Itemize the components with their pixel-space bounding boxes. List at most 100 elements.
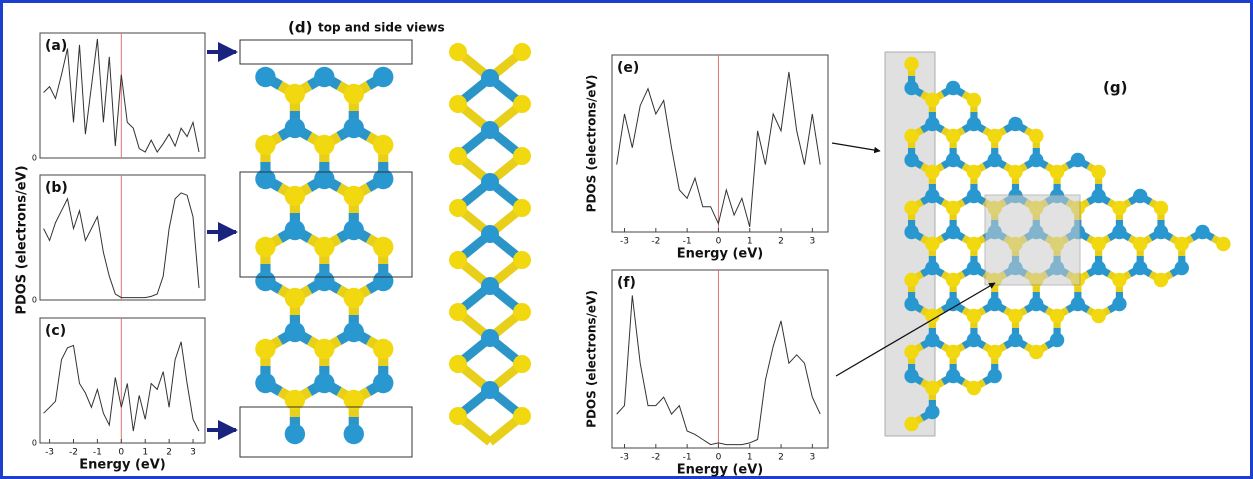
mo-atom <box>904 369 918 383</box>
sulfur-atom <box>967 309 981 323</box>
sulfur-atom <box>513 43 531 61</box>
mo-atom <box>1091 189 1105 203</box>
mo-atom <box>1195 225 1209 239</box>
mo-atom <box>481 225 499 243</box>
plot-frame <box>612 55 828 232</box>
mo-atom <box>285 322 305 342</box>
sulfur-atom <box>1091 237 1105 251</box>
sulfur-atom <box>988 345 1002 359</box>
sulfur-atom <box>904 201 918 215</box>
plot-frame <box>612 270 828 448</box>
x-tick-label: -1 <box>683 453 692 463</box>
mo-atom <box>1133 261 1147 275</box>
sulfur-atom <box>1175 237 1189 251</box>
mo-atom <box>373 373 393 393</box>
x-tick-label: 0 <box>716 453 722 463</box>
mo-atom <box>255 67 275 87</box>
sulfur-atom <box>1091 165 1105 179</box>
y-tick-label: 0 <box>32 154 37 163</box>
sulfur-atom <box>285 84 305 104</box>
sulfur-atom <box>904 345 918 359</box>
sulfur-atom <box>449 407 467 425</box>
mo-atom <box>344 322 364 342</box>
mo-atom <box>481 69 499 87</box>
y-tick-label: 0 <box>32 296 37 305</box>
sulfur-atom <box>513 251 531 269</box>
x-tick-label: -1 <box>683 237 692 247</box>
mo-atom <box>988 369 1002 383</box>
sulfur-atom <box>513 407 531 425</box>
x-tick-label: -2 <box>651 237 660 247</box>
sulfur-atom <box>449 355 467 373</box>
x-tick-label: 2 <box>778 237 784 247</box>
mo-atom <box>373 271 393 291</box>
sulfur-atom <box>285 288 305 308</box>
sulfur-atom <box>1050 165 1064 179</box>
mo-atom <box>1112 225 1126 239</box>
x-tick-label: 2 <box>778 453 784 463</box>
sulfur-atom <box>449 199 467 217</box>
mo-atom <box>967 261 981 275</box>
x-tick-label: 1 <box>747 237 753 247</box>
y-axis-label: PDOS (electrons/eV) <box>15 165 30 314</box>
mo-atom <box>344 220 364 240</box>
mo-atom <box>1154 225 1168 239</box>
mo-atom <box>285 424 305 444</box>
mo-atom <box>344 118 364 138</box>
sulfur-atom <box>1133 237 1147 251</box>
mo-atom <box>344 424 364 444</box>
sulfur-atom <box>904 57 918 71</box>
sulfur-atom <box>513 199 531 217</box>
sulfur-atom <box>449 251 467 269</box>
mo-atom <box>904 297 918 311</box>
sulfur-atom <box>255 135 275 155</box>
sulfur-atom <box>1029 345 1043 359</box>
highlight-box <box>240 407 412 457</box>
x-tick-label: -3 <box>45 448 54 458</box>
sulfur-atom <box>988 129 1002 143</box>
sulfur-atom <box>449 303 467 321</box>
sulfur-atom <box>946 345 960 359</box>
mo-atom <box>481 173 499 191</box>
sulfur-atom <box>314 237 334 257</box>
panel-label: (c) <box>45 323 66 339</box>
mo-atom <box>285 220 305 240</box>
mo-atom <box>925 261 939 275</box>
x-tick-label: -1 <box>93 448 102 458</box>
y-axis-label: PDOS (electrons/eV) <box>585 75 599 213</box>
mo-atom <box>314 271 334 291</box>
mo-atom <box>967 333 981 347</box>
x-tick-label: 0 <box>118 448 124 458</box>
x-tick-label: 0 <box>716 237 722 247</box>
sulfur-atom <box>946 273 960 287</box>
figure: (d) top and side views (g) PDOS (electro… <box>0 0 1253 479</box>
x-tick-label: 3 <box>809 237 815 247</box>
sulfur-atom <box>314 339 334 359</box>
sulfur-atom <box>946 129 960 143</box>
x-tick-label: -2 <box>69 448 78 458</box>
x-axis-label: Energy (eV) <box>79 458 165 473</box>
sulfur-atom <box>449 147 467 165</box>
mo-atom <box>481 329 499 347</box>
sulfur-atom <box>255 237 275 257</box>
mo-atom <box>988 297 1002 311</box>
mo-atom <box>925 117 939 131</box>
sulfur-atom <box>449 43 467 61</box>
x-tick-label: -3 <box>620 237 629 247</box>
sulfur-atom <box>904 273 918 287</box>
x-tick-label: 3 <box>190 448 196 458</box>
y-axis-label: PDOS (electrons/eV) <box>585 290 599 428</box>
mo-atom <box>1050 333 1064 347</box>
x-tick-label: 2 <box>166 448 172 458</box>
sulfur-atom <box>967 93 981 107</box>
mo-atom <box>967 189 981 203</box>
mo-atom <box>1175 261 1189 275</box>
mo-atom <box>481 381 499 399</box>
mo-atom <box>946 225 960 239</box>
sulfur-atom <box>373 135 393 155</box>
mo-atom <box>314 67 334 87</box>
panel-label: (d) <box>288 19 312 37</box>
mo-atom <box>1008 117 1022 131</box>
sulfur-atom <box>344 288 364 308</box>
sulfur-atom <box>1008 309 1022 323</box>
